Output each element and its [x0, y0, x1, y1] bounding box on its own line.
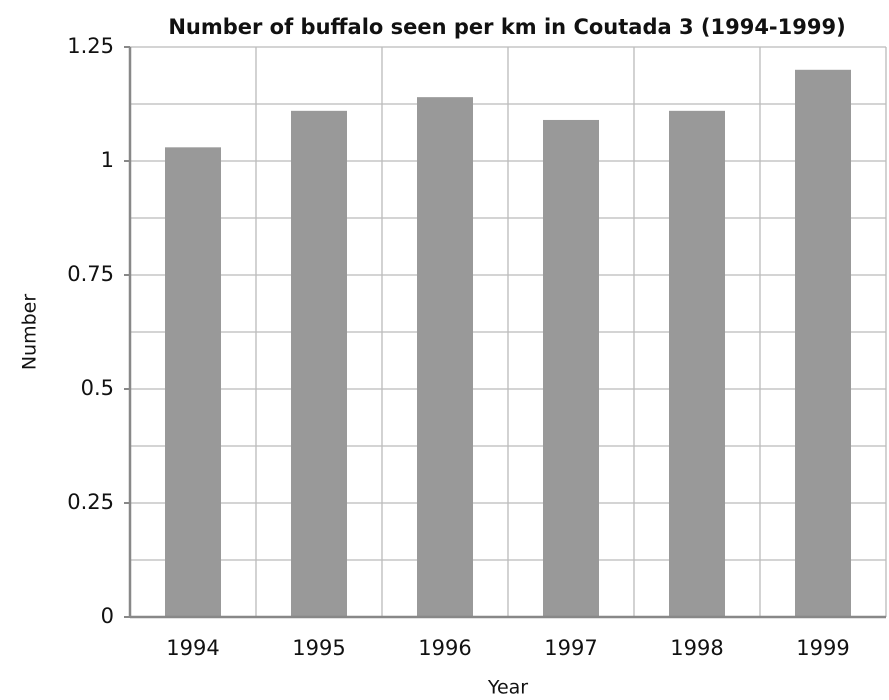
x-tick-label: 1998: [670, 636, 723, 660]
y-tick-label: 0.5: [81, 376, 114, 400]
x-tick-label: 1995: [292, 636, 345, 660]
chart-title: Number of buffalo seen per km in Coutada…: [168, 15, 845, 39]
y-axis-label: Number: [19, 294, 41, 371]
bar: [417, 97, 473, 617]
x-axis-label: Year: [487, 677, 528, 699]
y-tick-label: 0.25: [67, 490, 114, 514]
bar: [543, 119, 599, 618]
bar: [291, 110, 347, 617]
x-tick-label: 1996: [418, 636, 471, 660]
x-tick-label: 1999: [796, 636, 849, 660]
y-tick-label: 1: [101, 148, 114, 172]
bar: [165, 147, 221, 617]
y-tick-label: 1.25: [67, 34, 114, 58]
x-tick-label: 1994: [166, 636, 219, 660]
bar: [795, 69, 851, 618]
x-tick-label: 1997: [544, 636, 597, 660]
y-tick-label: 0.75: [67, 262, 114, 286]
y-tick-label: 0: [101, 604, 114, 628]
bar: [669, 110, 725, 617]
